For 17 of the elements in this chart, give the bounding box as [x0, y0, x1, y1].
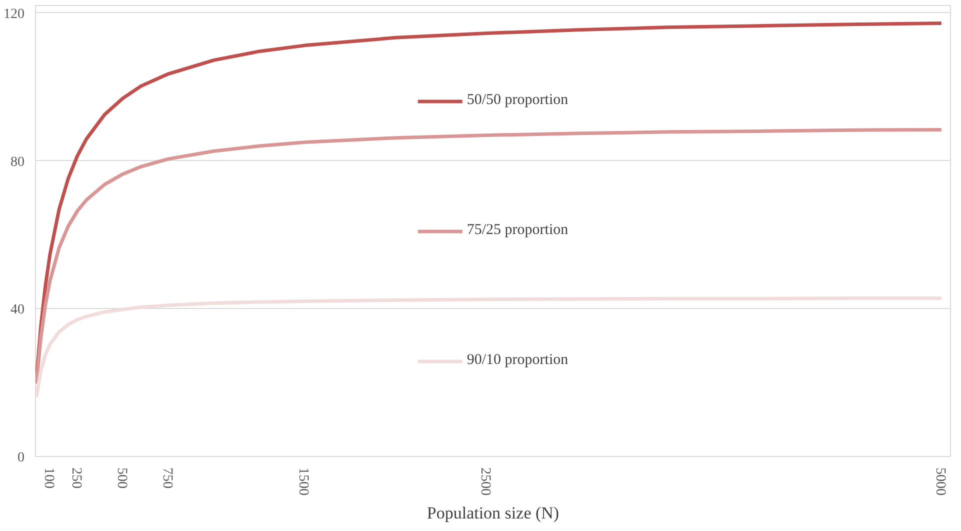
legend-label: 50/50 proportion — [466, 92, 568, 109]
x-tick-label: 250 — [68, 468, 84, 488]
legend-label: 75/25 proportion — [466, 222, 568, 239]
line-series — [36, 296, 944, 399]
y-tick-label: 120 — [4, 6, 24, 22]
x-axis-title: Population size (N) — [426, 504, 560, 522]
line-series — [36, 128, 944, 386]
y-tick-label: 40 — [10, 302, 24, 318]
x-tick-label: 2500 — [478, 468, 493, 496]
x-tick-label: 5000 — [932, 468, 948, 496]
x-tick-label: 1500 — [296, 468, 311, 496]
y-tick-label: 0 — [18, 450, 24, 466]
x-tick-label: 750 — [159, 468, 174, 488]
x-tick-label: 500 — [114, 468, 129, 488]
y-tick-label: 80 — [10, 154, 24, 170]
legend-label: 90/10 proportion — [466, 352, 568, 369]
x-tick-label: 100 — [41, 468, 56, 488]
